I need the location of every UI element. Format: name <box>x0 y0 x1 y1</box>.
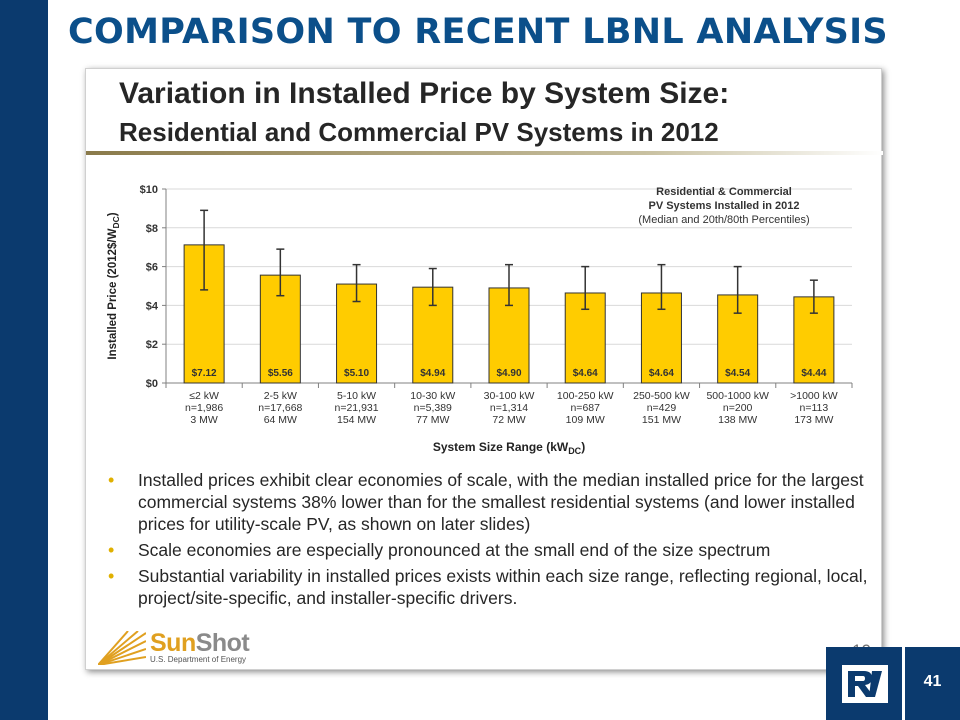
y-tick-label: $8 <box>146 223 158 235</box>
bar-value-label: $4.64 <box>573 368 598 379</box>
x-tick-count: n=17,668 <box>258 402 302 414</box>
x-axis-title: System Size Range (kWDC) <box>433 440 585 456</box>
x-tick-capacity: 109 MW <box>566 414 605 426</box>
y-axis-title: Installed Price (2012$/WDC) <box>107 212 121 359</box>
page-number-box: 41 <box>905 647 960 720</box>
x-tick-count: n=5,389 <box>414 402 452 414</box>
x-tick-count: n=1,314 <box>490 402 528 414</box>
bullet-item: • Substantial variability in installed pr… <box>108 565 868 609</box>
x-tick-capacity: 154 MW <box>337 414 376 426</box>
x-tick-count: n=687 <box>570 402 600 414</box>
bullet-dot-icon: • <box>108 470 115 490</box>
x-tick-capacity: 72 MW <box>492 414 525 426</box>
bullet-text: Scale economies are especially pronounce… <box>138 540 771 560</box>
bar-value-label: $4.94 <box>420 368 445 379</box>
sunshot-logo: SunShot U.S. Department of Energy <box>98 629 258 665</box>
y-tick-label: $0 <box>146 378 158 390</box>
embedded-slide: Variation in Installed Price by System S… <box>85 68 883 670</box>
legend-line3: (Median and 20th/80th Percentiles) <box>638 214 809 226</box>
bullet-dot-icon: • <box>108 540 115 560</box>
y-tick-label: $4 <box>146 300 159 312</box>
bar-value-label: $7.12 <box>192 368 217 379</box>
bullet-text: Substantial variability in installed pri… <box>138 566 868 608</box>
x-tick-capacity: 64 MW <box>264 414 297 426</box>
legend-line2: PV Systems Installed in 2012 <box>648 200 799 212</box>
bullet-text: Installed prices exhibit clear economies… <box>138 470 864 534</box>
x-tick-count: n=21,931 <box>335 402 379 414</box>
x-tick-count: n=200 <box>723 402 753 414</box>
bullet-item: • Installed prices exhibit clear economie… <box>108 469 868 535</box>
x-tick-capacity: 3 MW <box>190 414 218 426</box>
bullet-list: • Installed prices exhibit clear economie… <box>108 469 868 613</box>
bar-value-label: $4.44 <box>801 368 826 379</box>
page-number: 41 <box>923 673 942 690</box>
bar-value-label: $5.56 <box>268 368 293 379</box>
embedded-title-line2: Residential and Commercial PV Systems in… <box>119 117 719 147</box>
x-tick-capacity: 77 MW <box>416 414 449 426</box>
x-tick-capacity: 151 MW <box>642 414 681 426</box>
title-rule <box>86 151 883 155</box>
bar-value-label: $4.54 <box>725 368 750 379</box>
x-tick-label: 2-5 kW <box>264 390 297 402</box>
x-tick-label: >1000 kW <box>790 390 838 402</box>
bullet-dot-icon: • <box>108 566 115 586</box>
x-tick-label: 250-500 kW <box>633 390 690 402</box>
x-tick-label: 500-1000 kW <box>706 390 769 402</box>
y-tick-label: $10 <box>140 184 158 196</box>
bar-value-label: $5.10 <box>344 368 369 379</box>
x-tick-label: 5-10 kW <box>337 390 376 402</box>
x-tick-count: n=429 <box>647 402 677 414</box>
left-band <box>0 0 48 720</box>
x-tick-label: 10-30 kW <box>410 390 455 402</box>
x-tick-label: 30-100 kW <box>484 390 535 402</box>
corner-logo <box>826 647 902 720</box>
x-tick-label: ≤2 kW <box>189 390 219 402</box>
x-tick-capacity: 138 MW <box>718 414 757 426</box>
sunshot-department: U.S. Department of Energy <box>150 655 247 664</box>
x-tick-capacity: 173 MW <box>794 414 833 426</box>
x-tick-count: n=1,986 <box>185 402 223 414</box>
x-tick-label: 100-250 kW <box>557 390 614 402</box>
bar-value-label: $4.64 <box>649 368 674 379</box>
sunshot-brand: SunShot <box>150 629 250 657</box>
y-tick-label: $6 <box>146 262 158 274</box>
bullet-item: • Scale economies are especially pronounc… <box>108 539 868 561</box>
x-tick-count: n=113 <box>800 402 829 414</box>
bar-value-label: $4.90 <box>496 368 521 379</box>
sun-rays-icon <box>98 631 146 665</box>
company-logo-icon <box>842 665 888 703</box>
y-tick-label: $2 <box>146 339 158 351</box>
legend-line1: Residential & Commercial <box>656 186 792 198</box>
slide-title: COMPARISON TO RECENT LBNL ANALYSIS <box>68 12 888 52</box>
logo-separator <box>902 647 905 720</box>
embedded-title-line1: Variation in Installed Price by System S… <box>119 77 730 110</box>
